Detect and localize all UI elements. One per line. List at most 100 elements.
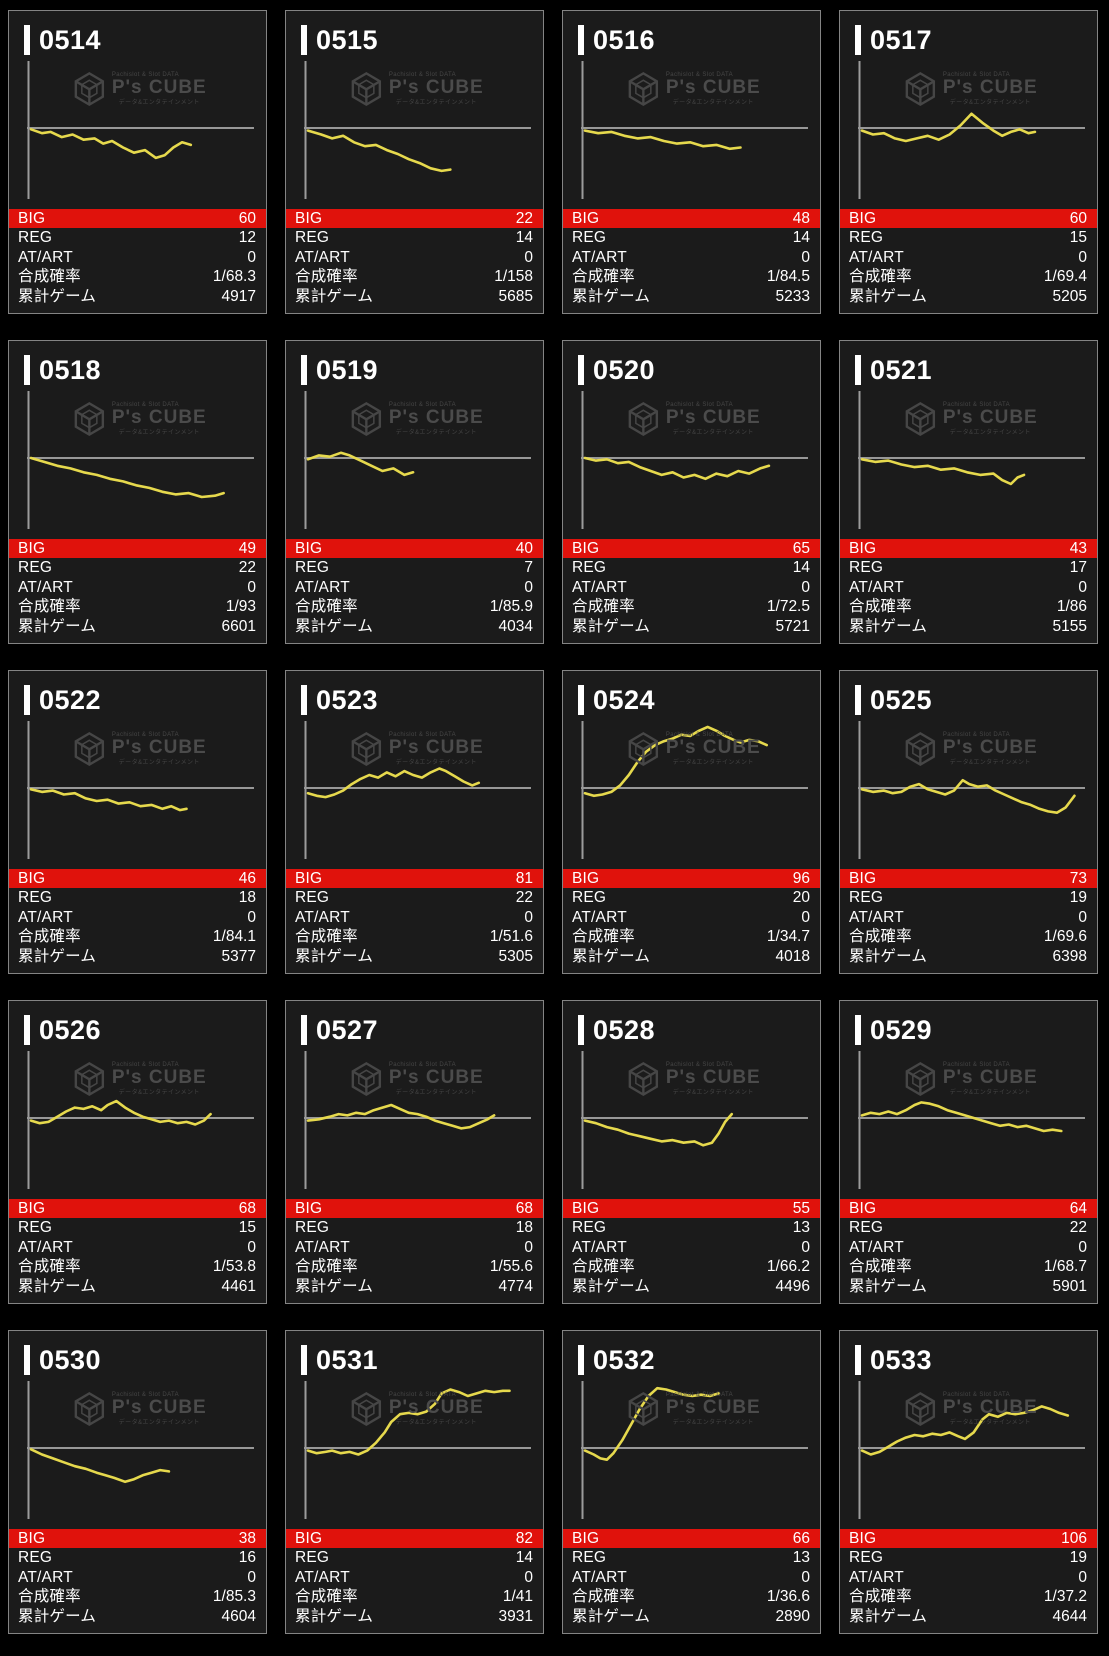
machine-panel[interactable]: 0527 Pachislot & Slot DATA P's CUBE データ&… bbox=[285, 1000, 544, 1304]
machine-number-header: 0530 bbox=[24, 1344, 266, 1376]
stat-value-total-games: 4496 bbox=[775, 1277, 810, 1295]
stat-row-total-games: 累計ゲーム 4034 bbox=[286, 617, 543, 637]
stat-value-combined-rate: 1/37.2 bbox=[1043, 1588, 1087, 1605]
slump-graph bbox=[27, 721, 254, 859]
stat-row-reg: REG 20 bbox=[563, 888, 820, 908]
stat-value-combined-rate: 1/84.5 bbox=[766, 268, 810, 285]
stat-value-reg: 18 bbox=[515, 1219, 533, 1236]
slump-graph-area: Pachislot & Slot DATA P's CUBE データ&エンタテイ… bbox=[304, 59, 533, 201]
stat-row-total-games: 累計ゲーム 4644 bbox=[840, 1607, 1097, 1627]
stat-value-big: 49 bbox=[238, 539, 256, 557]
machine-panel[interactable]: 0529 Pachislot & Slot DATA P's CUBE データ&… bbox=[839, 1000, 1098, 1304]
stats-table: BIG 40 REG 7 AT/ART 0 合成確率 1/85.9 累計ゲーム … bbox=[286, 538, 543, 644]
stat-label-reg: REG bbox=[849, 1219, 884, 1236]
slump-graph-area: Pachislot & Slot DATA P's CUBE データ&エンタテイ… bbox=[858, 1379, 1087, 1521]
stat-value-at-art: 0 bbox=[247, 908, 256, 926]
stat-value-at-art: 0 bbox=[1078, 1238, 1087, 1256]
stat-value-reg: 14 bbox=[515, 1549, 533, 1566]
stat-value-big: 60 bbox=[238, 209, 256, 227]
stats-table: BIG 96 REG 20 AT/ART 0 合成確率 1/34.7 累計ゲーム… bbox=[563, 868, 820, 974]
stat-label-reg: REG bbox=[572, 559, 607, 576]
stat-row-reg: REG 19 bbox=[840, 1548, 1097, 1568]
stat-row-big: BIG 40 bbox=[286, 538, 543, 558]
title-bar-decoration bbox=[301, 685, 307, 715]
slump-graph-area: Pachislot & Slot DATA P's CUBE データ&エンタテイ… bbox=[581, 1049, 810, 1191]
stat-value-total-games: 4461 bbox=[221, 1277, 256, 1295]
stat-row-reg: REG 18 bbox=[9, 888, 266, 908]
stats-table: BIG 68 REG 15 AT/ART 0 合成確率 1/53.8 累計ゲーム… bbox=[9, 1198, 266, 1304]
stat-value-total-games: 5233 bbox=[775, 287, 810, 305]
machine-panel[interactable]: 0516 Pachislot & Slot DATA P's CUBE データ&… bbox=[562, 10, 821, 314]
stat-label-reg: REG bbox=[18, 1219, 53, 1236]
stat-label-at-art: AT/ART bbox=[18, 1568, 73, 1586]
stat-value-reg: 14 bbox=[515, 229, 533, 246]
stat-label-at-art: AT/ART bbox=[295, 248, 350, 266]
stat-value-reg: 17 bbox=[1069, 559, 1087, 576]
machine-panel[interactable]: 0524 Pachislot & Slot DATA P's CUBE データ&… bbox=[562, 670, 821, 974]
stat-value-reg: 19 bbox=[1069, 1549, 1087, 1566]
stat-row-big: BIG 73 bbox=[840, 868, 1097, 888]
machine-panel[interactable]: 0514 Pachislot & Slot DATA P's CUBE データ&… bbox=[8, 10, 267, 314]
machine-panel[interactable]: 0517 Pachislot & Slot DATA P's CUBE データ&… bbox=[839, 10, 1098, 314]
stat-value-at-art: 0 bbox=[801, 578, 810, 596]
stat-value-total-games: 5377 bbox=[221, 947, 256, 965]
stat-value-big: 68 bbox=[238, 1199, 256, 1217]
machine-panel[interactable]: 0530 Pachislot & Slot DATA P's CUBE データ&… bbox=[8, 1330, 267, 1634]
stat-label-reg: REG bbox=[849, 1549, 884, 1566]
machine-panel[interactable]: 0526 Pachislot & Slot DATA P's CUBE データ&… bbox=[8, 1000, 267, 1304]
stat-row-combined-rate: 合成確率 1/53.8 bbox=[9, 1257, 266, 1277]
stats-table: BIG 81 REG 22 AT/ART 0 合成確率 1/51.6 累計ゲーム… bbox=[286, 868, 543, 974]
title-bar-decoration bbox=[24, 25, 30, 55]
title-bar-decoration bbox=[578, 1015, 584, 1045]
stat-row-big: BIG 48 bbox=[563, 208, 820, 228]
title-bar-decoration bbox=[24, 1015, 30, 1045]
stat-label-total-games: 累計ゲーム bbox=[849, 287, 928, 305]
stat-value-reg: 7 bbox=[524, 559, 533, 576]
machine-panel[interactable]: 0519 Pachislot & Slot DATA P's CUBE データ&… bbox=[285, 340, 544, 644]
machine-panel[interactable]: 0522 Pachislot & Slot DATA P's CUBE データ&… bbox=[8, 670, 267, 974]
stat-value-combined-rate: 1/93 bbox=[225, 598, 256, 615]
payout-line bbox=[583, 456, 771, 481]
machine-panel[interactable]: 0532 Pachislot & Slot DATA P's CUBE データ&… bbox=[562, 1330, 821, 1634]
machine-number: 0517 bbox=[870, 24, 933, 55]
stat-label-total-games: 累計ゲーム bbox=[18, 1277, 97, 1295]
stat-row-big: BIG 65 bbox=[563, 538, 820, 558]
stat-label-big: BIG bbox=[849, 209, 877, 227]
stat-value-combined-rate: 1/69.6 bbox=[1043, 928, 1087, 945]
stat-label-combined-rate: 合成確率 bbox=[572, 1588, 635, 1605]
stat-label-big: BIG bbox=[849, 1529, 877, 1547]
stat-value-combined-rate: 1/51.6 bbox=[489, 928, 533, 945]
stat-label-at-art: AT/ART bbox=[295, 1238, 350, 1256]
stat-row-combined-rate: 合成確率 1/69.6 bbox=[840, 927, 1097, 947]
machine-panel[interactable]: 0520 Pachislot & Slot DATA P's CUBE データ&… bbox=[562, 340, 821, 644]
machine-panel[interactable]: 0523 Pachislot & Slot DATA P's CUBE データ&… bbox=[285, 670, 544, 974]
machine-panel[interactable]: 0518 Pachislot & Slot DATA P's CUBE データ&… bbox=[8, 340, 267, 644]
machine-number-header: 0528 bbox=[578, 1014, 820, 1046]
machine-panel[interactable]: 0528 Pachislot & Slot DATA P's CUBE データ&… bbox=[562, 1000, 821, 1304]
machine-panel[interactable]: 0525 Pachislot & Slot DATA P's CUBE データ&… bbox=[839, 670, 1098, 974]
machine-panel[interactable]: 0515 Pachislot & Slot DATA P's CUBE データ&… bbox=[285, 10, 544, 314]
payout-line bbox=[306, 451, 415, 477]
machine-number: 0520 bbox=[593, 354, 656, 385]
machine-panel[interactable]: 0521 Pachislot & Slot DATA P's CUBE データ&… bbox=[839, 340, 1098, 644]
stat-value-total-games: 3931 bbox=[498, 1607, 533, 1625]
machine-number: 0514 bbox=[39, 24, 102, 55]
stat-value-at-art: 0 bbox=[801, 908, 810, 926]
machine-panel[interactable]: 0533 Pachislot & Slot DATA P's CUBE データ&… bbox=[839, 1330, 1098, 1634]
stat-value-big: 43 bbox=[1069, 539, 1087, 557]
stat-label-big: BIG bbox=[295, 539, 323, 557]
machine-panel[interactable]: 0531 Pachislot & Slot DATA P's CUBE データ&… bbox=[285, 1330, 544, 1634]
machine-number: 0526 bbox=[39, 1014, 102, 1045]
stat-value-combined-rate: 1/66.2 bbox=[766, 1258, 810, 1275]
payout-line bbox=[306, 767, 481, 799]
stat-value-combined-rate: 1/86 bbox=[1056, 598, 1087, 615]
stats-table: BIG 43 REG 17 AT/ART 0 合成確率 1/86 累計ゲーム 5… bbox=[840, 538, 1097, 644]
stat-value-at-art: 0 bbox=[247, 248, 256, 266]
stat-row-combined-rate: 合成確率 1/66.2 bbox=[563, 1257, 820, 1277]
stat-row-at-art: AT/ART 0 bbox=[563, 578, 820, 598]
stat-value-total-games: 6601 bbox=[221, 617, 256, 635]
stat-label-at-art: AT/ART bbox=[572, 1238, 627, 1256]
stat-value-reg: 15 bbox=[1069, 229, 1087, 246]
stat-row-total-games: 累計ゲーム 4774 bbox=[286, 1277, 543, 1297]
machine-number-header: 0524 bbox=[578, 684, 820, 716]
